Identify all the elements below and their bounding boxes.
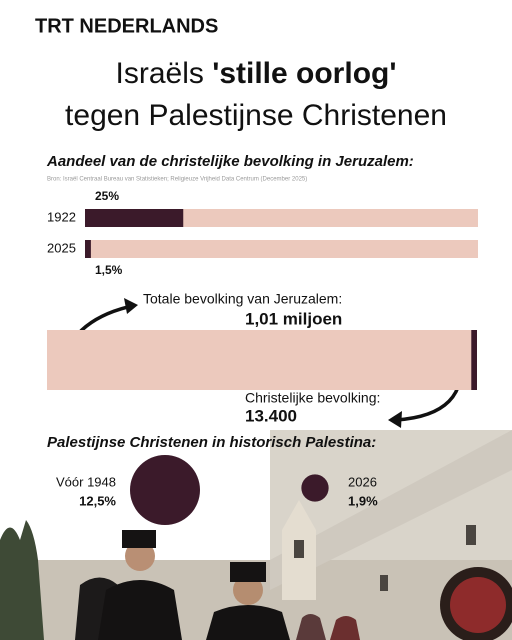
photo-tree (0, 520, 44, 640)
category-label: 1922 (47, 209, 76, 224)
bar-track (85, 240, 478, 258)
total-value: 1,01 miljoen (245, 309, 342, 328)
title-line-2: tegen Palestijnse Christenen (65, 99, 447, 132)
background-photo (0, 430, 512, 640)
bubble-value: 1,9% (348, 493, 378, 508)
category-label: 2025 (47, 240, 76, 255)
brand: TRT NEDERLANDS (35, 15, 218, 37)
part-bar (471, 330, 477, 390)
photo-face (233, 575, 263, 605)
photo-emblem-inner (450, 577, 506, 633)
section-heading: Aandeel van de christelijke bevolking in… (46, 153, 414, 170)
value-label: 25% (95, 189, 119, 203)
photo-face (125, 541, 155, 571)
photo-window (380, 575, 388, 591)
part-value: 13.400 (245, 406, 297, 425)
bar (85, 209, 184, 227)
photo-priest (206, 605, 290, 640)
bubble-label: 2026 (348, 474, 377, 489)
photo-wall-shade (270, 430, 512, 590)
part-label: Christelijke bevolking: (245, 390, 380, 406)
photo-tower-roof (282, 500, 316, 530)
bubble (130, 455, 200, 525)
bubble-value: 12,5% (79, 493, 116, 508)
photo-person (296, 614, 326, 640)
total-label: Totale bevolking van Jeruzalem: (143, 291, 342, 307)
arrow-head (388, 411, 402, 428)
bubble-label: Vóór 1948 (56, 474, 116, 489)
photo-hat (230, 562, 266, 582)
arrow-head (124, 298, 138, 314)
photo-priest (98, 580, 182, 640)
bar (85, 240, 91, 258)
photo-person (330, 616, 360, 640)
title-bold: 'stille oorlog' (212, 57, 396, 90)
section-heading: Palestijnse Christenen in historisch Pal… (47, 434, 376, 451)
photo-tower-window (294, 540, 304, 558)
photo-window (466, 525, 476, 545)
title-plain: Israëls (116, 57, 204, 90)
total-bar (47, 330, 477, 390)
source-note: Bron: Israël Centraal Bureau van Statist… (47, 177, 307, 183)
bubble (301, 474, 329, 502)
title-line-1: Israëls 'stille oorlog' (116, 57, 397, 90)
value-label: 1,5% (95, 263, 123, 277)
photo-hat (122, 530, 156, 548)
